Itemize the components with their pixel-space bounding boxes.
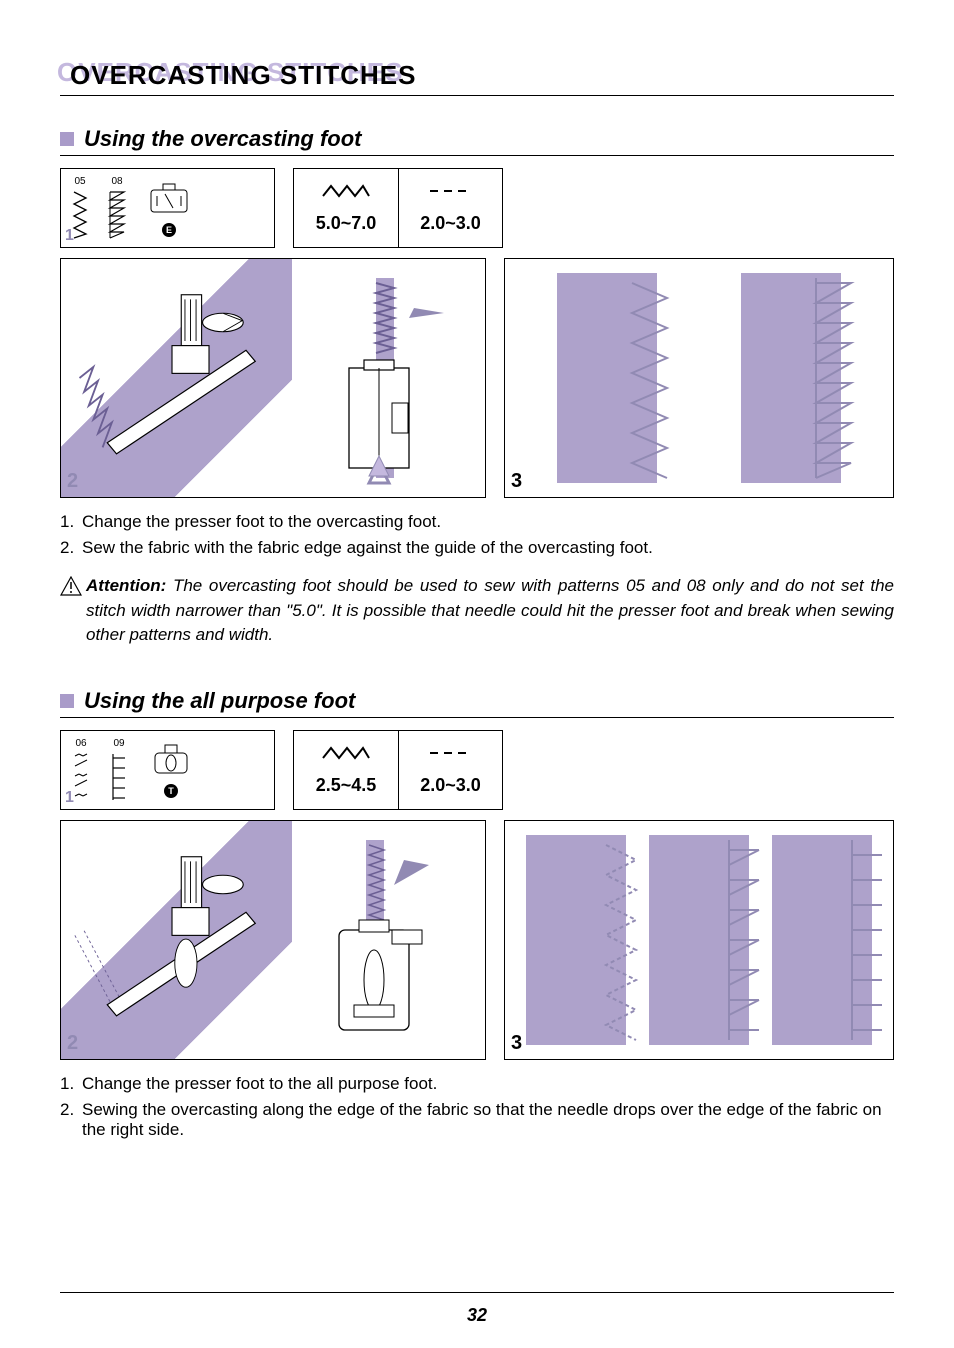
overcasting-foot-icon: [145, 180, 193, 220]
section1-heading: Using the overcasting foot: [60, 126, 894, 156]
overcasting-guide-icon: [314, 268, 464, 488]
section1-step-1: 1. Change the presser foot to the overca…: [60, 512, 894, 532]
bullet-icon: [60, 694, 74, 708]
presser-foot-illustration-s2: [61, 821, 292, 1059]
stitch-num-05: 05: [74, 176, 85, 187]
step-num: 1.: [60, 1074, 82, 1094]
panel3-label-s2: 3: [511, 1032, 522, 1055]
width-range-s2: 2.5~4.5: [316, 775, 377, 796]
foot-on-fabric-icon: [61, 259, 292, 497]
stitch-num-09: 09: [113, 738, 124, 749]
stitch-width-cell: 5.0~7.0: [294, 169, 398, 247]
page-title-block: OVERCASTING STITCHES OVERCASTING STITCHE…: [60, 60, 894, 96]
section2-param-box: 2.5~4.5 2.0~3.0: [293, 730, 503, 810]
section1-stitch-box: 05 08 E 1: [60, 168, 275, 248]
zigzag-stitch-icon: [627, 273, 747, 483]
allpurpose-on-fabric-icon: [61, 821, 292, 1059]
section1-row1: 05 08 E 1: [60, 168, 894, 248]
allpurpose-foot-icon: [147, 741, 195, 781]
step-text: Change the presser foot to the all purpo…: [82, 1074, 437, 1094]
section2-stitch-box: 06 09: [60, 730, 275, 810]
stitch-length-icon: [426, 182, 476, 200]
section2-step-2: 2. Sewing the overcasting along the edge…: [60, 1100, 894, 1140]
presser-foot-illustration: [61, 259, 292, 497]
step-text: Sewing the overcasting along the edge of…: [82, 1100, 894, 1140]
ladder-stitch-icon: [847, 835, 954, 1045]
panel2-label-s2: 2: [67, 1032, 78, 1055]
footer-rule: [60, 1292, 894, 1293]
stitch-length-cell: 2.0~3.0: [398, 169, 502, 247]
panel2-label: 2: [67, 470, 78, 493]
section1-illus-2: 2: [60, 258, 486, 498]
allpurpose-guide-icon: [314, 830, 464, 1050]
panel3-label: 3: [511, 470, 522, 493]
attention-block: Attention: The overcasting foot should b…: [60, 574, 894, 648]
bullet-icon: [60, 132, 74, 146]
attention-icon: [60, 574, 86, 648]
length-range: 2.0~3.0: [420, 213, 481, 234]
section2-illus-2: 2: [60, 820, 486, 1060]
step-num: 2.: [60, 1100, 82, 1140]
stitch-pattern-06-icon: [71, 752, 91, 802]
attention-text: Attention: The overcasting foot should b…: [86, 574, 894, 648]
step-text: Change the presser foot to the overcasti…: [82, 512, 441, 532]
width-range: 5.0~7.0: [316, 213, 377, 234]
stitch-06: 06: [71, 738, 91, 802]
sample-multizig: [526, 835, 626, 1045]
stitch-pattern-09-icon: [109, 752, 129, 802]
stitch-08: 08: [107, 176, 127, 240]
stitch-pattern-08-icon: [107, 190, 127, 240]
guide-illustration-s2: [292, 821, 485, 1059]
foot-e: E: [145, 180, 193, 237]
step-num: 1.: [60, 512, 82, 532]
sample-blanket: [649, 835, 749, 1045]
sample-zigzag: [557, 273, 657, 483]
foot-t: T: [147, 741, 195, 798]
section1-row2: 2 3: [60, 258, 894, 498]
stitch-width-icon: [321, 744, 371, 762]
stitch-length-cell-s2: 2.0~3.0: [398, 731, 502, 809]
section1-illus-3: 3: [504, 258, 894, 498]
stitch-num-06: 06: [75, 738, 86, 749]
panel1-label: 1: [65, 227, 74, 245]
section2-heading-text: Using the all purpose foot: [84, 688, 355, 714]
guide-illustration: [292, 259, 485, 497]
panel1-label-s2: 1: [65, 789, 74, 807]
stitch-length-icon: [426, 744, 476, 762]
attention-body: The overcasting foot should be used to s…: [86, 576, 894, 644]
stitch-num-08: 08: [111, 176, 122, 187]
section1-param-box: 5.0~7.0 2.0~3.0: [293, 168, 503, 248]
page-title: OVERCASTING STITCHES: [60, 60, 894, 91]
section1-heading-text: Using the overcasting foot: [84, 126, 361, 152]
step-num: 2.: [60, 538, 82, 558]
section1-step-2: 2. Sew the fabric with the fabric edge a…: [60, 538, 894, 558]
section2-step-1: 1. Change the presser foot to the all pu…: [60, 1074, 894, 1094]
stitch-width-icon: [321, 182, 371, 200]
stitch-09: 09: [109, 738, 129, 802]
foot-letter-t: T: [164, 784, 178, 798]
section2-row2: 2: [60, 820, 894, 1060]
length-range-s2: 2.0~3.0: [420, 775, 481, 796]
overlock-stitch-icon: [811, 273, 931, 483]
foot-letter-e: E: [162, 223, 176, 237]
section2-illus-3: 3: [504, 820, 894, 1060]
section2-row1: 06 09: [60, 730, 894, 810]
sample-ladder: [772, 835, 872, 1045]
step-text: Sew the fabric with the fabric edge agai…: [82, 538, 653, 558]
sample-overlock: [741, 273, 841, 483]
stitch-width-cell-s2: 2.5~4.5: [294, 731, 398, 809]
section2-heading: Using the all purpose foot: [60, 688, 894, 718]
page-number: 32: [0, 1305, 954, 1326]
attention-label: Attention:: [86, 576, 166, 595]
